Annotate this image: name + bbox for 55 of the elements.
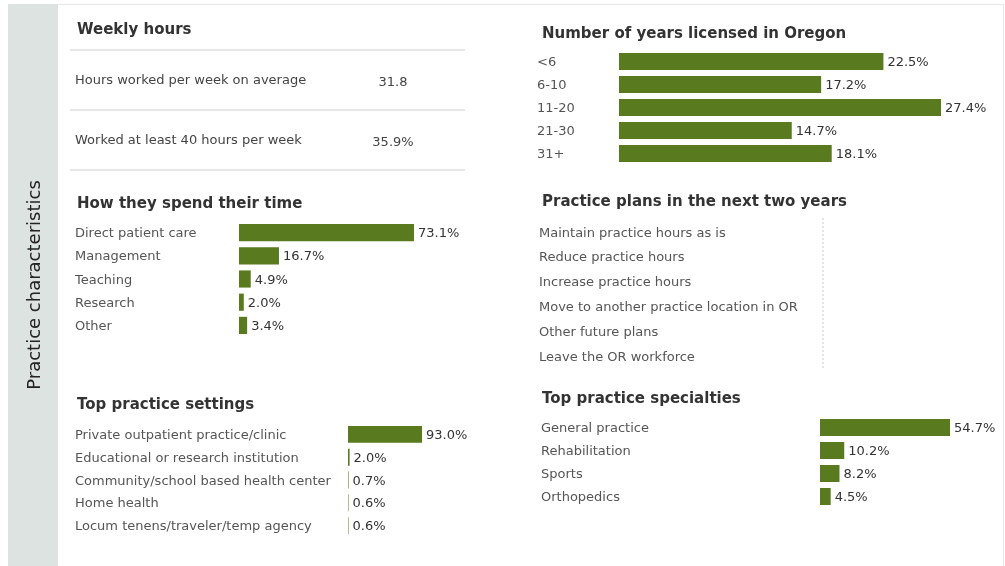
data-label: 4.5% [834,489,868,504]
data-label: 17.2% [825,77,867,92]
data-label: 8.2% [843,466,877,481]
y-tick-label: <6 [537,54,557,69]
data-label: 18.1% [835,146,878,161]
y-tick-label: Teaching [74,271,133,287]
data-label: 14.7% [795,123,838,138]
y-tick-label: 21-30 [537,123,575,138]
y-tick-label: Educational or research institution [75,449,299,465]
y-tick-label: Sports [541,466,583,481]
data-label: 27.4% [945,100,987,115]
y-tick-label: Private outpatient practice/clinic [75,426,287,442]
y-tick-label: Other [75,317,113,333]
y-tick-label: Management [75,248,161,264]
y-tick-label: Locum tenens/traveler/temp agency [75,518,313,534]
data-label: 2.0% [353,449,387,465]
text: 35.9% [372,133,414,149]
data-label: 16.7% [282,248,325,264]
y-tick-label: General practice [541,420,649,435]
text: Maintain practice hours as is [539,224,726,240]
data-label: 4.9% [254,271,288,287]
y-tick-label: Research [75,294,135,310]
text: Reduce practice hours [539,249,685,265]
text: Worked at least 40 hours per week [75,132,303,147]
text: Other future plans [539,323,659,339]
text: Move to another practice location in OR [539,298,798,314]
text: Weekly hours [77,19,192,38]
y-tick-label: Direct patient care [75,225,197,241]
y-tick-label: Rehabilitation [541,443,631,458]
text: 31.8 [378,73,408,89]
text: Increase practice hours [539,274,692,290]
data-label: 0.6% [352,518,386,534]
text: Leave the OR workforce [539,348,695,364]
text: Hours worked per week on average [75,72,307,87]
chart-title: How they spend their time [77,193,303,212]
text: Top practice settings [77,394,255,413]
text: Practice characteristics [22,180,44,390]
text: Practice plans in the next two years [542,191,848,210]
data-label: 0.6% [352,495,386,511]
chart-title: Number of years licensed in Oregon [542,23,847,42]
y-tick-label: Home health [75,495,159,511]
y-tick-label: Community/school based health center [75,472,332,488]
data-label: 3.4% [251,317,285,333]
data-label: 0.7% [352,472,386,488]
data-label: 22.5% [887,54,929,69]
y-tick-label: Orthopedics [541,489,621,504]
y-tick-label: 6-10 [537,77,567,92]
data-label: 2.0% [247,294,281,310]
data-label: 54.7% [954,420,996,435]
data-label: 10.2% [848,443,890,458]
text: Top practice specialties [542,388,741,407]
data-label: 93.0% [426,426,468,442]
y-tick-label: 31+ [537,146,565,161]
y-tick-label: 11-20 [537,100,575,115]
data-label: 73.1% [418,225,460,241]
